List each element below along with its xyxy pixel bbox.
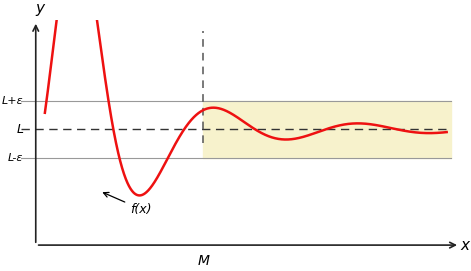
Text: L-ε: L-ε bbox=[8, 153, 24, 163]
Text: x: x bbox=[460, 238, 469, 253]
Text: L+ε: L+ε bbox=[2, 96, 24, 106]
Text: L: L bbox=[16, 123, 24, 136]
Text: f(x): f(x) bbox=[104, 192, 152, 215]
Text: y: y bbox=[36, 1, 45, 16]
Text: M: M bbox=[197, 254, 209, 268]
